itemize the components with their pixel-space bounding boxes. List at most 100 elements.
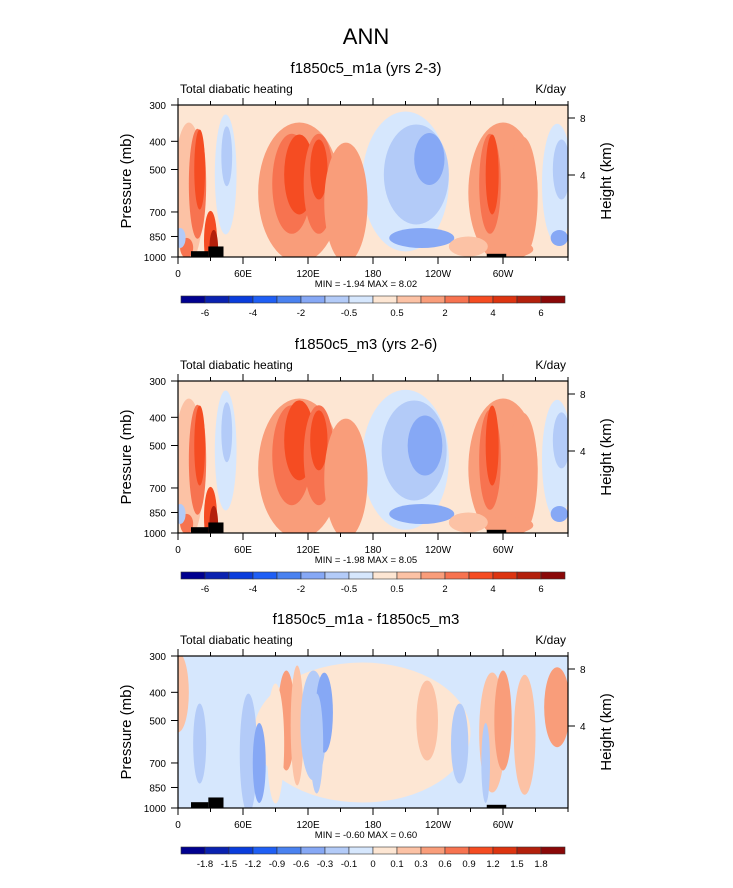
colorbar-box <box>444 295 470 304</box>
colorbar-box <box>300 295 326 304</box>
colorbar-label: 0.9 <box>462 859 475 870</box>
y-right-tick-label: 4 <box>580 171 586 182</box>
contour-region <box>389 503 455 524</box>
colorbar-label: -0.6 <box>293 859 309 870</box>
topography-block <box>486 804 507 808</box>
colorbar-box <box>204 571 230 580</box>
min-max-stats: MIN = -1.98 MAX = 8.05 <box>315 555 417 566</box>
y-tick-label: 850 <box>149 508 166 519</box>
contour-region <box>310 410 328 471</box>
y-tick-label: 700 <box>149 759 166 770</box>
topography-block <box>208 797 224 808</box>
colorbar: -1.8 -1.5 -1.2 -0.9 -0.6 -0.3 -0.1 0 0.1 0.3 0.6 0.… <box>180 846 566 870</box>
colorbar-label: -6 <box>201 308 209 319</box>
right-string: K/day <box>535 358 566 372</box>
y-axis-label: Pressure (mb) <box>118 409 135 504</box>
colorbar-label: 0.5 <box>390 308 403 319</box>
colorbar: -6 -4 -2 -0.5 0.5 2 4 6 <box>180 571 566 595</box>
colorbar-box <box>540 295 566 304</box>
colorbar-label: -4 <box>249 308 257 319</box>
contour-region <box>490 241 534 257</box>
colorbar-label: 6 <box>538 584 543 595</box>
contour-region <box>416 680 438 761</box>
y-tick-label: 400 <box>149 413 166 424</box>
contour-region <box>552 412 568 469</box>
colorbar-label: 1.5 <box>510 859 523 870</box>
y-tick-label: 300 <box>149 652 166 663</box>
x-tick-label: 120E <box>296 820 320 831</box>
colorbar-box <box>228 295 254 304</box>
contour-region <box>448 512 488 533</box>
contour-region <box>407 415 443 476</box>
y-axis-right-label: Height (km) <box>598 142 615 220</box>
colorbar-label: -0.5 <box>341 584 357 595</box>
x-tick-label: 120W <box>425 545 452 556</box>
colorbar-box <box>468 295 494 304</box>
colorbar-box <box>276 571 302 580</box>
y-axis-right-label: Height (km) <box>598 693 615 771</box>
colorbar-box <box>396 295 422 304</box>
colorbar-box <box>324 571 350 580</box>
colorbar-label: -4 <box>249 584 257 595</box>
x-tick-label: 60W <box>493 545 514 556</box>
colorbar-label: -0.1 <box>341 859 357 870</box>
colorbar-box <box>444 571 470 580</box>
topography-block <box>208 522 224 533</box>
colorbar-label: 0.3 <box>414 859 427 870</box>
colorbar-label: 0.6 <box>438 859 451 870</box>
colorbar-box <box>468 846 494 855</box>
contour-field <box>178 381 568 533</box>
y-tick-label: 400 <box>149 137 166 148</box>
colorbar-label: 4 <box>490 584 495 595</box>
colorbar-box <box>204 295 230 304</box>
y-tick-label: 500 <box>149 165 166 176</box>
contour-region <box>193 703 207 784</box>
colorbar-box <box>372 846 398 855</box>
colorbar-label: -2 <box>297 584 305 595</box>
x-tick-label: 60E <box>234 545 252 556</box>
colorbar-box <box>516 295 542 304</box>
contour-region <box>448 236 488 257</box>
topography-block <box>191 251 209 257</box>
y-tick-label: 1000 <box>144 253 167 264</box>
contour-region <box>485 405 499 486</box>
x-tick-label: 180 <box>365 545 382 556</box>
min-max-stats: MIN = -1.94 MAX = 8.02 <box>315 279 417 290</box>
colorbar-box <box>420 571 446 580</box>
colorbar-box <box>444 846 470 855</box>
topography-block <box>191 527 209 533</box>
contour-region <box>310 693 324 794</box>
contour-region <box>324 142 368 257</box>
y-axis-label: Pressure (mb) <box>118 684 135 779</box>
panel-3: f1850c5_m1a - f1850c5_m3 Total diabatic h… <box>118 611 615 870</box>
colorbar-label: 0 <box>370 859 375 870</box>
colorbar-box <box>252 295 278 304</box>
contour-field <box>178 656 568 808</box>
colorbar-box <box>276 295 302 304</box>
contour-region <box>239 693 258 808</box>
left-string: Total diabatic heating <box>180 633 293 647</box>
colorbar-box <box>516 571 542 580</box>
topography-block <box>486 529 507 533</box>
topography-block <box>486 253 507 257</box>
contour-region <box>194 405 206 486</box>
colorbar-box <box>300 571 326 580</box>
colorbar-box <box>372 571 398 580</box>
x-tick-label: 0 <box>175 820 181 831</box>
colorbar-box <box>396 571 422 580</box>
contour-region <box>513 674 536 795</box>
y-right-tick-label: 4 <box>580 447 586 458</box>
topography-block <box>191 802 209 808</box>
colorbar-box <box>180 846 206 855</box>
contour-region <box>490 517 534 533</box>
x-tick-label: 120E <box>296 545 320 556</box>
contour-region <box>324 418 368 533</box>
contour-region <box>451 703 469 784</box>
contour-region <box>178 656 189 733</box>
colorbar-label: 2 <box>442 584 447 595</box>
contour-region <box>389 227 455 248</box>
colorbar-box <box>492 846 518 855</box>
colorbar-box <box>252 571 278 580</box>
colorbar-label: 6 <box>538 308 543 319</box>
